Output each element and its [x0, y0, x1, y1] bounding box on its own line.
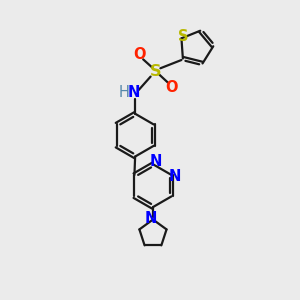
Text: N: N: [128, 85, 140, 100]
Text: N: N: [168, 169, 181, 184]
Text: S: S: [178, 29, 188, 44]
Text: O: O: [165, 80, 178, 95]
Text: O: O: [133, 47, 146, 62]
Text: N: N: [144, 211, 157, 226]
Text: N: N: [150, 154, 162, 169]
Text: H: H: [118, 85, 129, 100]
Text: S: S: [150, 64, 162, 79]
